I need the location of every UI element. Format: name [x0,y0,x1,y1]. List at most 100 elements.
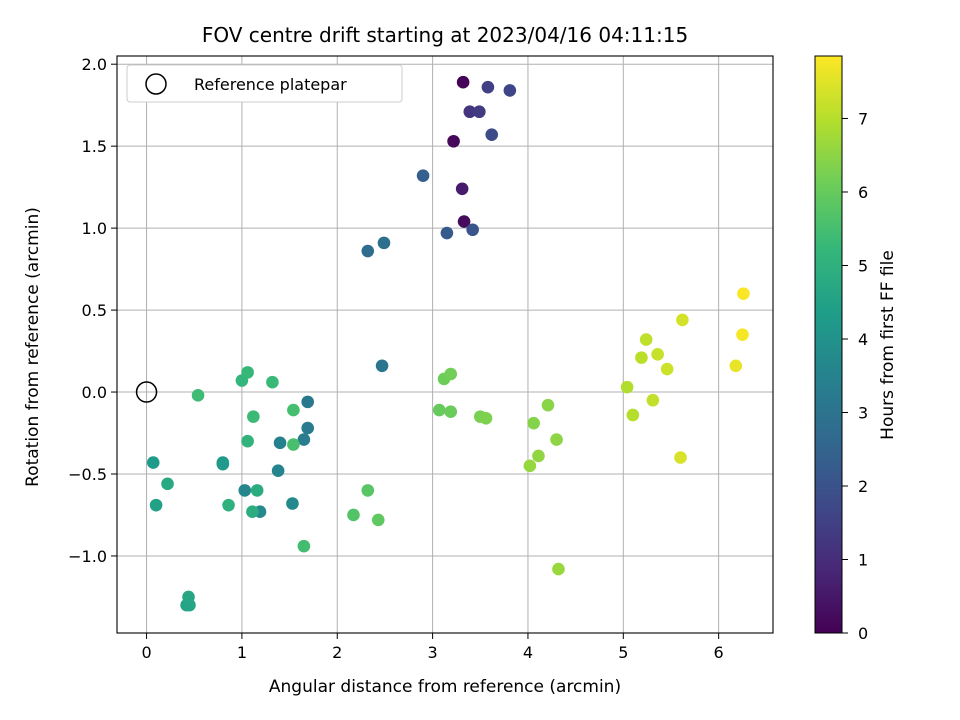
scatter-point [736,328,749,341]
colorbar-tick-label: 0 [858,624,868,643]
y-tick-label: 2.0 [82,55,107,74]
legend-reference-marker [145,73,167,95]
y-tick-label: 1.0 [82,219,107,238]
scatter-point [371,513,385,527]
scatter-point [301,395,314,409]
scatter-point [503,84,517,97]
colorbar-gradient [814,55,843,634]
x-tick-label: 3 [428,643,438,662]
scatter-point [552,562,565,576]
scatter-point [646,393,660,407]
scatter-point [361,484,375,497]
x-axis-ticks: 0 1 2 3 4 5 6 [141,633,724,662]
colorbar-tick-label: 5 [858,256,868,275]
x-tick-label: 0 [141,643,151,662]
y-tick-label: 1.5 [82,137,107,156]
scatter-point [250,484,264,497]
scatter-point [191,389,205,402]
scatter-point [485,128,499,141]
scatter-point [481,80,495,94]
scatter-point [216,457,230,471]
y-tick-label: −1.0 [68,547,107,566]
scatter-point [287,438,300,451]
x-tick-label: 2 [332,643,342,662]
x-tick-label: 5 [618,643,628,662]
scatter-point [266,375,279,389]
scatter-point [737,287,750,300]
legend-box [126,64,403,103]
scatter-point [626,408,640,422]
scatter-point [377,236,391,250]
colorbar-ticks: 0 1 2 3 4 5 6 7 [842,109,868,643]
scatter-point [479,411,493,425]
scatter-point [246,505,259,518]
scatter-point [347,508,360,522]
y-tick-label: 0.5 [82,301,107,320]
scatter-point [286,497,299,510]
reference-point [135,381,158,403]
scatter-point [463,105,477,119]
scatter-point [676,313,689,327]
y-tick-label: 0.0 [82,383,107,402]
scatter-point [297,433,311,446]
scatter-point [241,434,254,448]
x-axis-label: Angular distance from reference (arcmin) [269,677,621,697]
chart-title: FOV centre drift starting at 2023/04/16 … [202,23,688,47]
scatter-point [444,405,458,419]
scatter-point [297,539,311,553]
scatter-point [674,451,687,464]
scatter-point [416,169,430,182]
x-tick-label: 4 [523,643,533,662]
plot-area [116,55,774,634]
colorbar-tick-label: 1 [858,550,868,569]
grid-lines [117,56,773,633]
scatter-point [432,403,446,417]
colorbar: 0 1 2 3 4 5 6 7 Hours from first FF file [814,55,898,643]
scatter-point [273,436,287,450]
scatter-point [550,433,563,446]
scatter-point [527,416,540,430]
y-tick-label: −0.5 [68,465,107,484]
scatter-point [287,403,300,417]
scatter-point [222,498,235,512]
colorbar-tick-label: 2 [858,477,868,496]
scatter-point [523,459,537,473]
colorbar-tick-label: 7 [858,109,868,128]
scatter-point [541,398,555,412]
scatter-point [447,134,460,148]
x-tick-label: 1 [237,643,247,662]
scatter-point [161,477,174,491]
legend-entry-reference-platepar: Reference platepar [194,75,347,94]
scatter-point [375,359,389,373]
scatter-point [444,367,458,381]
scatter-point [660,362,674,376]
y-axis-ticks: −1.0 −0.5 0.0 0.5 1.0 1.5 2.0 [68,55,117,566]
scatter-point [457,215,471,228]
scatter-point [247,410,260,423]
legend: Reference platepar [126,64,403,103]
scatter-point [620,380,634,394]
reference-marker [135,381,158,403]
scatter-point [146,456,160,469]
scatter-point [455,182,469,196]
scatter-point [456,75,470,89]
scatter-point [440,226,454,240]
scatter-point [532,449,545,463]
scatter-point [651,348,664,361]
colorbar-label: Hours from first FF file [878,250,898,440]
scatter-point [635,351,648,364]
scatter-point [182,590,195,604]
plot-frame [116,55,774,634]
scatter-point [361,244,375,258]
scatter-point [729,359,743,373]
colorbar-tick-label: 3 [858,403,868,422]
scatter-point [466,223,479,237]
colorbar-tick-label: 6 [858,183,868,202]
scatter-point [301,421,314,435]
scatter-point [238,484,252,497]
colorbar-tick-label: 4 [858,330,868,349]
scatter-point [271,464,285,478]
y-axis-label: Rotation from reference (arcmin) [23,207,43,487]
scatter-point [639,333,653,346]
scatter-point [149,498,163,512]
